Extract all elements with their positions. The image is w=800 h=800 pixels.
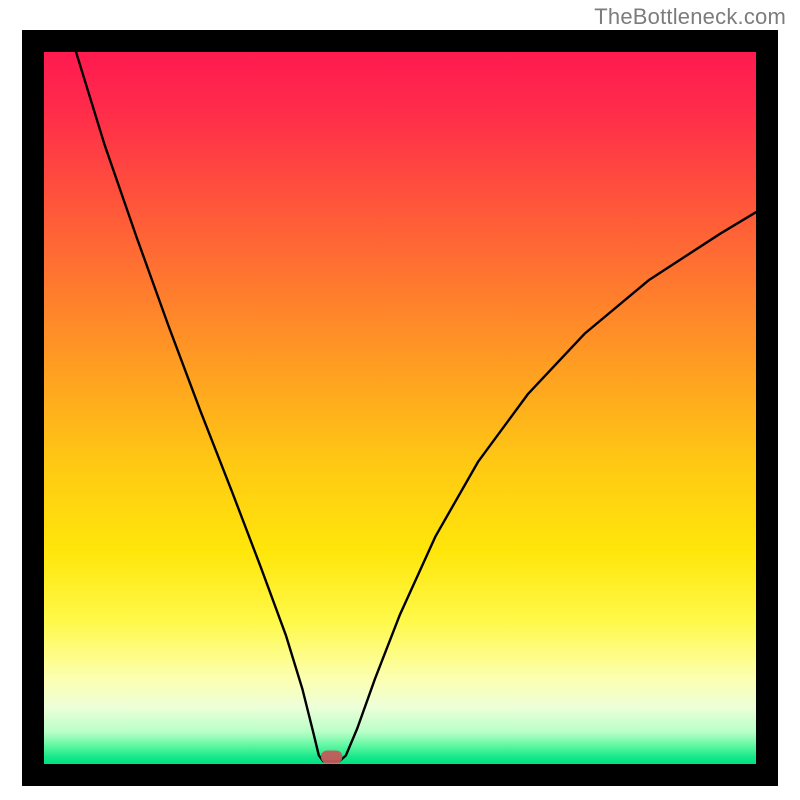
bottleneck-chart-svg <box>0 0 800 800</box>
optimum-marker <box>321 750 342 763</box>
plot-area <box>33 41 767 775</box>
chart-stage: TheBottleneck.com <box>0 0 800 800</box>
gradient-background <box>44 52 756 764</box>
watermark-text: TheBottleneck.com <box>594 4 786 30</box>
